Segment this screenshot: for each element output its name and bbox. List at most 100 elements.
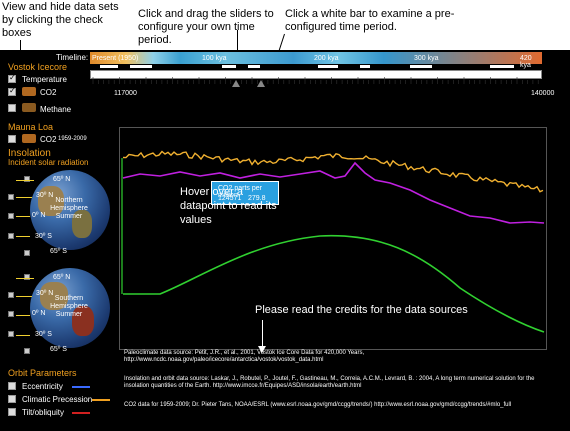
vostok-heading: Vostok Icecore: [8, 62, 68, 72]
sunlight-ray: [16, 296, 32, 297]
timeline-tick: 420 kya: [520, 55, 532, 69]
lat-label: 65º N: [53, 176, 71, 183]
lat-label: 0º N: [32, 212, 46, 219]
range-start-label: 117000: [114, 90, 137, 97]
tooltip-y-value: 279.8: [248, 195, 266, 202]
sunlight-ray: [16, 197, 32, 198]
lat-label: 30º S: [35, 233, 52, 240]
insolation-series-line[interactable]: [123, 234, 545, 333]
credit-paleoclimate: Paleoclimate data source: Petit, J.R., e…: [124, 350, 365, 363]
timeline-tick: Present (1950): [92, 55, 139, 62]
timeline-bar[interactable]: Present (1950) 100 kya 200 kya 300 kya 4…: [90, 52, 542, 69]
lat-65s-checkbox[interactable]: [24, 348, 30, 354]
sunlight-ray: [16, 315, 30, 316]
lat-label: 30º N: [36, 192, 54, 199]
range-slider-start-handle[interactable]: [232, 80, 240, 87]
lat-label: 65º N: [53, 274, 71, 281]
temperature-label: Temperature: [22, 75, 67, 84]
ice-core-icon: [22, 134, 36, 143]
timeline-tick: 300 kya: [414, 55, 439, 62]
mauna-loa-co2-label: CO2: [40, 135, 57, 144]
lat-30s-checkbox[interactable]: [8, 233, 14, 239]
credits-arrow-head: [258, 346, 266, 353]
slider-annotation: Click and drag the sliders to configure …: [138, 8, 274, 46]
lat-0n-checkbox[interactable]: [8, 213, 14, 219]
lat-label: 65º S: [50, 248, 67, 255]
sunlight-ray: [16, 180, 34, 181]
checkbox-annotation: View and hide data sets by clicking the …: [2, 1, 119, 39]
credits-arrow: [262, 320, 263, 346]
lat-label: 0º N: [32, 310, 46, 317]
lat-label: 65º S: [50, 346, 67, 353]
obliquity-label: Tilt/obliquity: [22, 408, 64, 417]
data-chart[interactable]: [120, 128, 548, 351]
lat-30n-checkbox[interactable]: [8, 292, 14, 298]
precession-legend-line: [92, 399, 110, 401]
white-bar-annotation: Click a white bar to examine a pre-confi…: [285, 8, 455, 33]
app-canvas: Timeline: Present (1950) 100 kya 200 kya…: [0, 50, 570, 431]
insolation-subheading: Incident solar radiation: [8, 158, 89, 167]
obliquity-legend-line: [72, 412, 90, 414]
sunlight-ray: [16, 216, 30, 217]
northern-summer-globe: [30, 170, 110, 250]
mauna-loa-years: 1959-2009: [58, 136, 87, 142]
timeline-tick: 100 kya: [202, 55, 227, 62]
preset-period-bar[interactable]: [490, 65, 514, 68]
mauna-loa-heading: Mauna Loa: [8, 122, 54, 132]
southern-summer-globe: [30, 268, 110, 348]
timeline-tick: 200 kya: [314, 55, 339, 62]
lat-0n-checkbox[interactable]: [8, 311, 14, 317]
credit-co2: CO2 data for 1959-2009; Dr. Pieter Tans,…: [124, 402, 512, 408]
preset-period-bar[interactable]: [222, 65, 236, 68]
range-slider-end-handle[interactable]: [257, 80, 265, 87]
lat-label: 30º S: [35, 331, 52, 338]
data-chart-panel[interactable]: [119, 127, 547, 350]
eccentricity-label: Eccentricity: [22, 382, 63, 391]
preset-period-bar[interactable]: [248, 65, 260, 68]
southern-summer-caption: Southern Hemisphere Summer: [50, 295, 88, 318]
insolation-heading: Insolation: [8, 148, 51, 159]
sunlight-ray: [16, 335, 30, 336]
temperature-checkbox[interactable]: [8, 73, 16, 83]
ice-core-icon: [22, 87, 36, 96]
co2-checkbox[interactable]: [8, 86, 16, 96]
methane-checkbox[interactable]: [8, 104, 16, 112]
eccentricity-legend-line: [72, 386, 90, 388]
sunlight-ray: [16, 278, 34, 279]
preset-period-bar[interactable]: [318, 65, 338, 68]
hover-annotation: Hover over a datapoint to read its value…: [180, 186, 277, 226]
northern-summer-caption: Northern Hemisphere Summer: [50, 197, 88, 220]
lat-30s-checkbox[interactable]: [8, 331, 14, 337]
lat-label: 30º N: [36, 290, 54, 297]
preset-period-bar[interactable]: [130, 65, 152, 68]
obliquity-checkbox[interactable]: [8, 408, 16, 416]
methane-label: Methane: [40, 105, 72, 114]
range-slider[interactable]: [90, 80, 542, 88]
range-end-label: 140000: [531, 90, 555, 97]
ice-core-icon: [22, 103, 36, 112]
lat-65s-checkbox[interactable]: [24, 250, 30, 256]
tooltip-x-value: 124571: [218, 195, 242, 202]
tick-marks: [92, 77, 539, 84]
preset-period-bar[interactable]: [360, 65, 370, 68]
preset-period-bars: [90, 65, 542, 69]
preset-period-bar[interactable]: [100, 65, 118, 68]
sunlight-ray: [16, 236, 30, 237]
lat-65n-checkbox[interactable]: [24, 274, 30, 280]
co2-label: CO2: [40, 88, 57, 97]
temperature-series-line[interactable]: [122, 150, 544, 193]
eccentricity-checkbox[interactable]: [8, 382, 16, 390]
timeline-label: Timeline:: [56, 53, 89, 62]
timeline-tick-strip[interactable]: [90, 70, 542, 84]
precession-checkbox[interactable]: [8, 395, 16, 403]
credits-annotation: Please read the credits for the data sou…: [255, 304, 468, 316]
datapoint-tooltip: CO2 parts per million 124571 279.8: [211, 181, 279, 205]
credit-insolation: Insolation and orbit data source: Laskar…: [124, 376, 535, 389]
mauna-loa-co2-checkbox[interactable]: [8, 135, 16, 143]
lat-65n-checkbox[interactable]: [24, 176, 30, 182]
orbit-heading: Orbit Parameters: [8, 368, 77, 378]
co2-series-line[interactable]: [122, 161, 545, 224]
lat-30n-checkbox[interactable]: [8, 194, 14, 200]
preset-period-bar[interactable]: [410, 65, 432, 68]
tooltip-title: CO2 parts per million: [218, 185, 262, 199]
